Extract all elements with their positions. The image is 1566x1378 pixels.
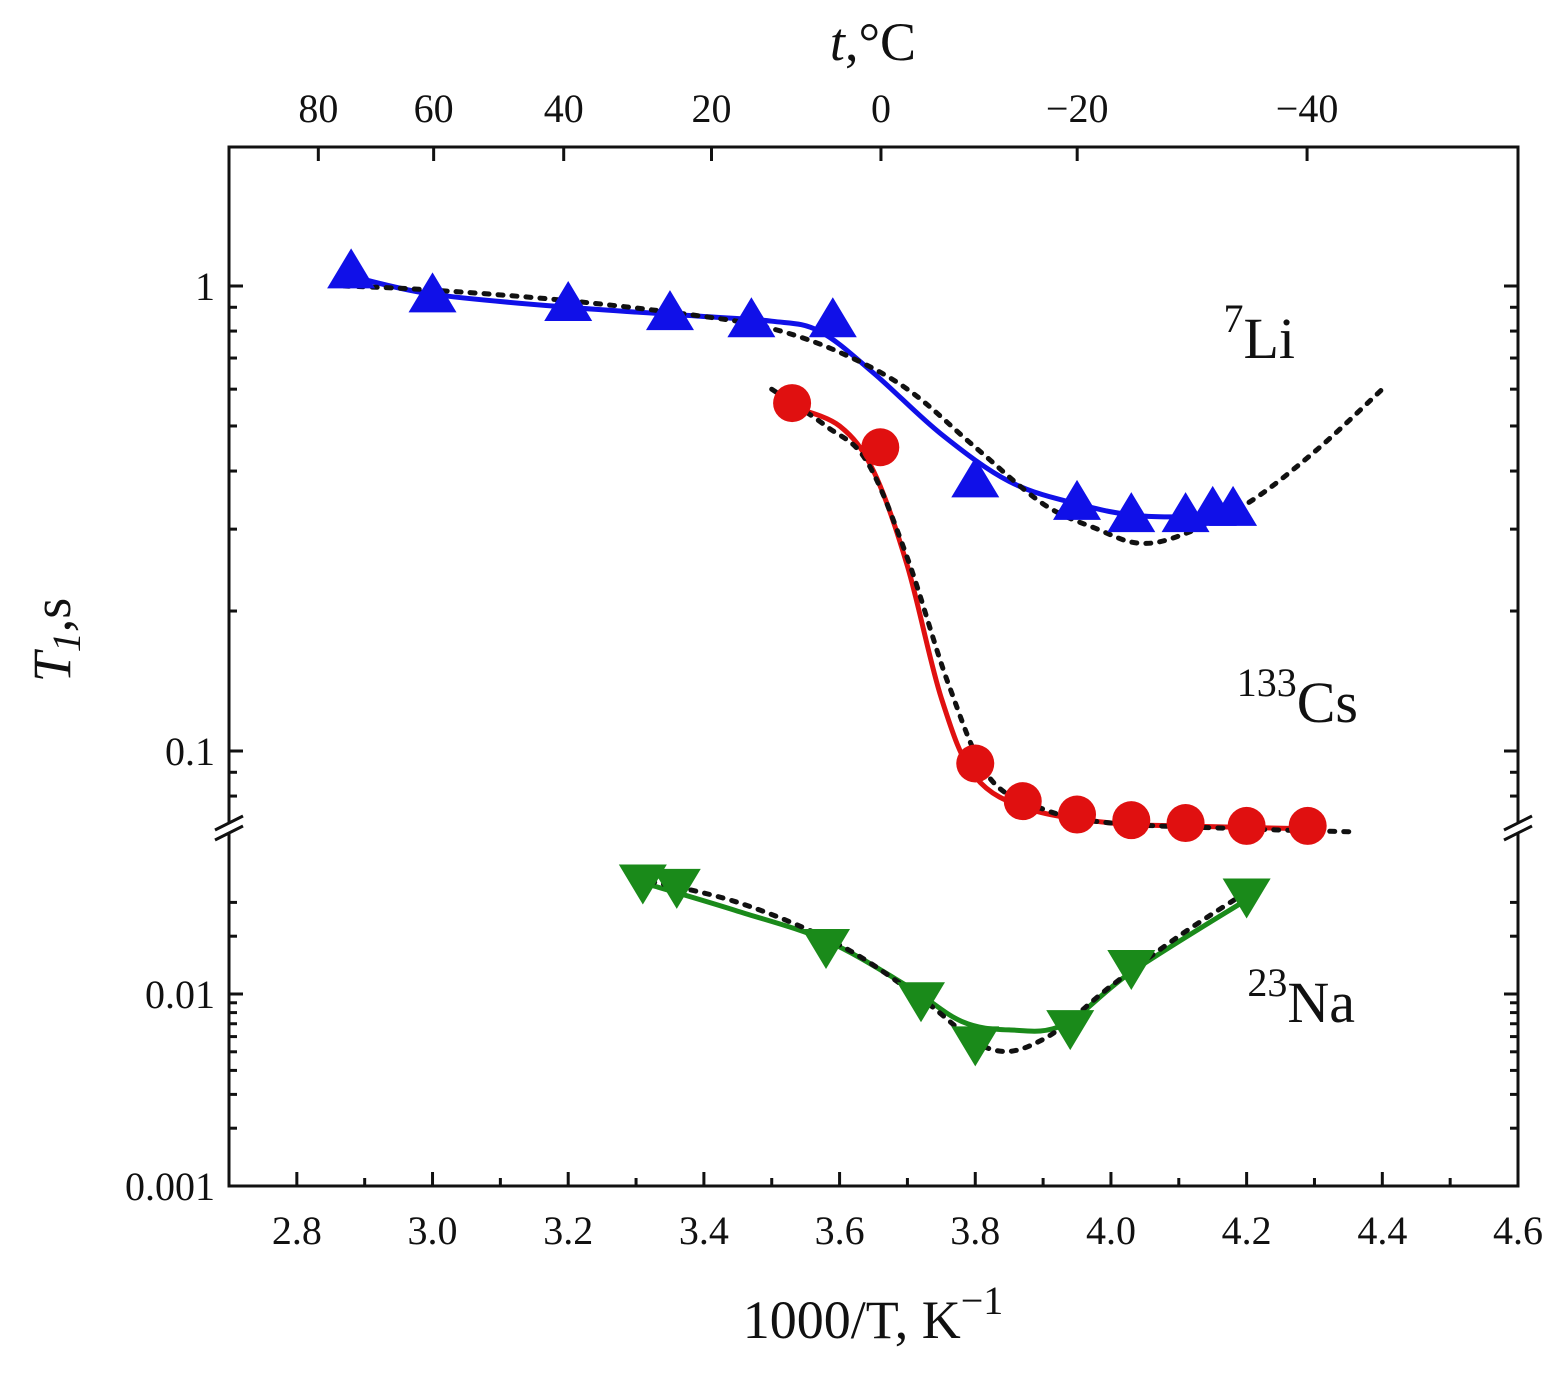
top-tick-label-2: 40 bbox=[544, 86, 584, 131]
li-data-point-7 bbox=[1053, 479, 1102, 520]
fit-curve-na bbox=[642, 880, 1248, 1034]
na-data-point-1 bbox=[652, 868, 701, 909]
model-curve-cs bbox=[769, 386, 1358, 835]
li-data-point-2 bbox=[544, 281, 593, 322]
axis-break-slash-a-1 bbox=[1503, 814, 1533, 832]
x-tick-label-1: 3.0 bbox=[408, 1208, 458, 1253]
na-data-point-3 bbox=[896, 982, 945, 1023]
y-tick-label-3: 0.001 bbox=[125, 1164, 215, 1209]
y-axis-title: T1,s bbox=[22, 598, 89, 683]
x-axis-ticks: 2.8 3.0 3.2 3.4 3.6 3.8 4.0 4.2 4.4 4.6 bbox=[272, 1172, 1543, 1253]
cs-data-point-3 bbox=[1003, 782, 1042, 821]
y-axis-break bbox=[214, 814, 1533, 842]
na-data-point-2 bbox=[802, 928, 851, 969]
x-tick-label-4: 3.6 bbox=[815, 1208, 865, 1253]
li-data-point-8 bbox=[1107, 492, 1156, 533]
na-data-point-5 bbox=[1046, 1010, 1095, 1051]
top-tick-label-0: 80 bbox=[298, 86, 338, 131]
li-data-point-0 bbox=[327, 248, 376, 289]
x-tick-label-7: 4.2 bbox=[1222, 1208, 1272, 1253]
x-axis-title: 1000/T, K−1 bbox=[743, 1278, 1004, 1350]
y-tick-label-1: 0.1 bbox=[165, 729, 215, 774]
x-tick-label-8: 4.4 bbox=[1357, 1208, 1407, 1253]
cs-data-point-7 bbox=[1227, 806, 1266, 845]
y-tick-label-2: 0.01 bbox=[145, 972, 215, 1017]
top-tick-label-1: 60 bbox=[414, 86, 454, 131]
cs-data-point-1 bbox=[861, 428, 900, 467]
y-tick-label-0: 1 bbox=[195, 264, 215, 309]
cs-data-point-2 bbox=[956, 744, 995, 783]
series-label-cs: 133Cs bbox=[1237, 660, 1358, 735]
plot-frame bbox=[227, 145, 1520, 1188]
x-tick-label-2: 3.2 bbox=[543, 1208, 593, 1253]
cs-data-point-5 bbox=[1112, 801, 1151, 840]
li-data-point-4 bbox=[727, 297, 776, 338]
axis-break-slash-a-0 bbox=[214, 814, 244, 832]
axis-break-slash-b-0 bbox=[214, 824, 244, 842]
series-label-na: 23Na bbox=[1247, 960, 1355, 1035]
cs-data-point-4 bbox=[1058, 795, 1097, 834]
cs-data-point-6 bbox=[1166, 804, 1205, 843]
li-data-point-1 bbox=[408, 272, 457, 313]
li-data-point-6 bbox=[951, 457, 1000, 498]
top-tick-label-4: 0 bbox=[871, 86, 891, 131]
top-tick-label-3: 20 bbox=[692, 86, 732, 131]
plot-area-border bbox=[227, 145, 1520, 1188]
top-axis-title: t,°C bbox=[830, 12, 916, 72]
x-tick-label-9: 4.6 bbox=[1493, 1208, 1543, 1253]
cs-data-point-8 bbox=[1288, 806, 1327, 845]
model-curves bbox=[341, 283, 1385, 1054]
data-markers bbox=[327, 248, 1327, 1067]
li-data-point-11 bbox=[1209, 485, 1258, 526]
na-data-point-7 bbox=[1222, 878, 1271, 919]
fit-curves bbox=[350, 273, 1315, 1034]
cs-data-point-0 bbox=[773, 384, 812, 423]
x-tick-label-0: 2.8 bbox=[272, 1208, 322, 1253]
na-data-point-6 bbox=[1107, 949, 1156, 990]
x-tick-label-3: 3.4 bbox=[679, 1208, 729, 1253]
x-tick-label-5: 3.8 bbox=[950, 1208, 1000, 1253]
x-tick-label-6: 4.0 bbox=[1086, 1208, 1136, 1253]
top-tick-label-6: −40 bbox=[1276, 86, 1339, 131]
li-data-point-5 bbox=[808, 297, 857, 338]
y-axis-ticks: 1 0.1 0.01 0.001 bbox=[125, 264, 1518, 1209]
top-axis-ticks: 80 60 40 20 0 −20 −40 bbox=[298, 86, 1338, 161]
li-data-point-3 bbox=[645, 290, 694, 331]
top-tick-label-5: −20 bbox=[1046, 86, 1109, 131]
series-label-li: 7Li bbox=[1223, 296, 1295, 371]
na-data-point-4 bbox=[951, 1026, 1000, 1067]
na-data-point-0 bbox=[618, 864, 667, 905]
axis-break-slash-b-1 bbox=[1503, 824, 1533, 842]
model-curve-na bbox=[633, 875, 1250, 1054]
